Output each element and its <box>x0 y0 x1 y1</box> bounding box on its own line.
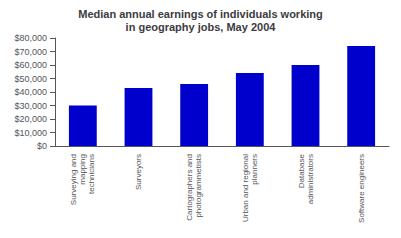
svg-text:Database: Database <box>297 153 306 188</box>
svg-text:$40,000: $40,000 <box>14 87 47 97</box>
svg-text:Cartographers and: Cartographers and <box>185 154 194 221</box>
svg-text:$20,000: $20,000 <box>14 114 47 124</box>
svg-text:$70,000: $70,000 <box>14 47 47 57</box>
svg-text:$50,000: $50,000 <box>14 74 47 84</box>
svg-text:Median annual earnings of indi: Median annual earnings of individuals wo… <box>78 8 322 20</box>
svg-text:photogrammetists: photogrammetists <box>194 154 203 218</box>
svg-text:planners: planners <box>250 154 259 185</box>
svg-text:$0: $0 <box>37 141 47 151</box>
svg-text:$60,000: $60,000 <box>14 60 47 70</box>
svg-text:in geography jobs, May 2004: in geography jobs, May 2004 <box>126 21 277 33</box>
svg-text:$80,000: $80,000 <box>14 33 47 43</box>
svg-text:mapping: mapping <box>78 154 87 185</box>
svg-text:$10,000: $10,000 <box>14 128 47 138</box>
svg-text:administrators: administrators <box>306 154 315 204</box>
svg-text:Urban and regional: Urban and regional <box>241 154 250 222</box>
svg-text:Surveying and: Surveying and <box>69 154 78 205</box>
svg-text:technicians: technicians <box>87 154 96 194</box>
svg-text:$30,000: $30,000 <box>14 101 47 111</box>
svg-text:Surveyors: Surveyors <box>134 154 143 190</box>
svg-text:Software engineers: Software engineers <box>357 154 366 223</box>
